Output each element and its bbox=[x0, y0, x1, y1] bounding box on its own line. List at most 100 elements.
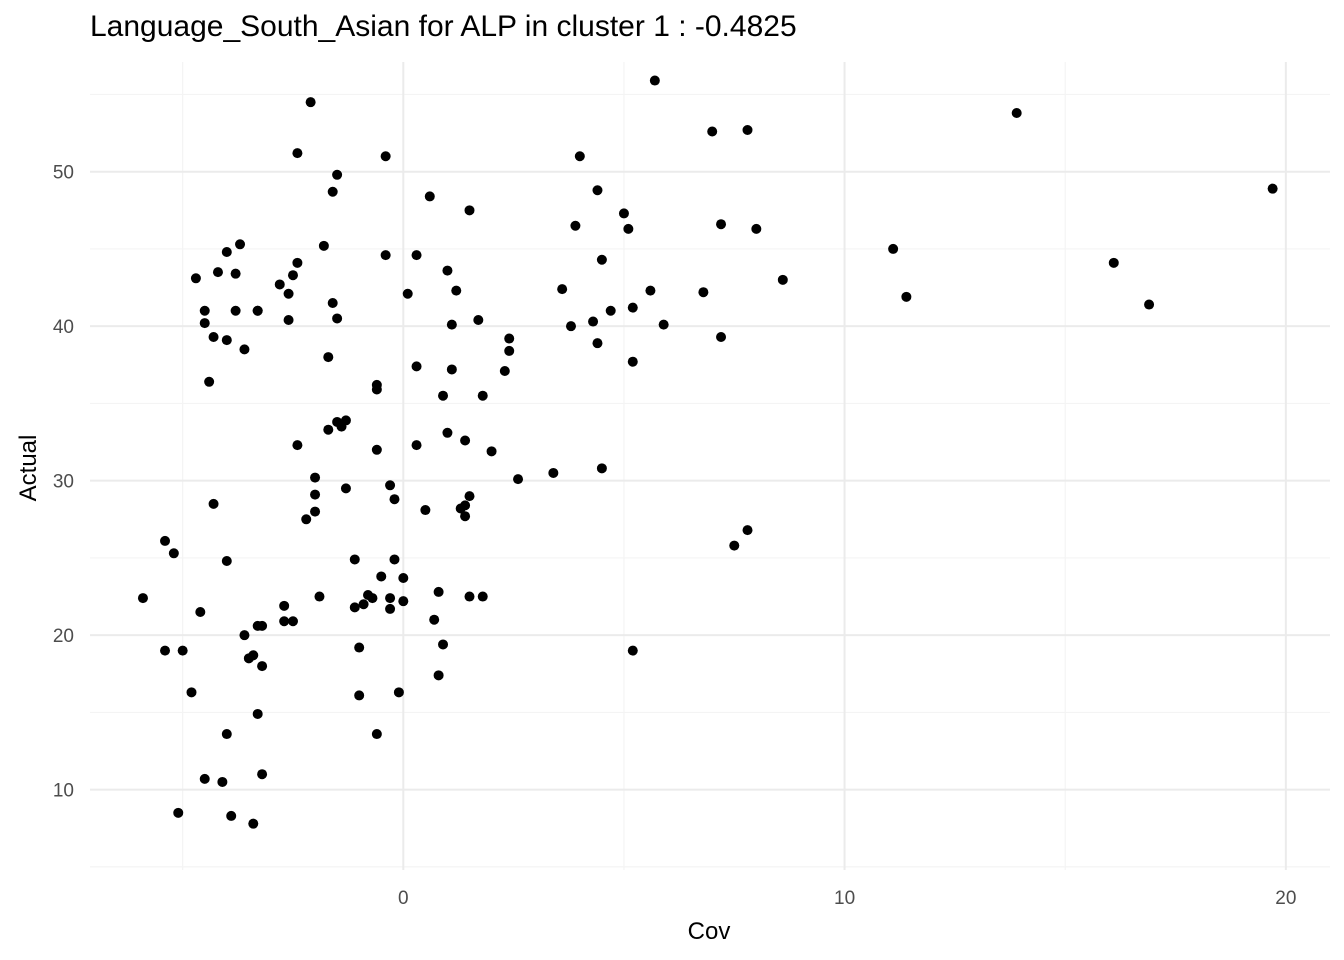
major-grid-x bbox=[402, 62, 1287, 870]
data-point bbox=[557, 284, 568, 295]
data-point bbox=[596, 463, 607, 474]
x-axis-title: Cov bbox=[688, 918, 731, 945]
data-point bbox=[777, 274, 788, 285]
x-tick-labels: 0 10 20 bbox=[398, 888, 1296, 909]
data-point bbox=[411, 361, 422, 372]
data-point bbox=[402, 288, 413, 299]
data-point bbox=[230, 268, 241, 279]
data-point bbox=[177, 645, 188, 656]
data-point bbox=[199, 318, 210, 329]
data-point bbox=[376, 571, 387, 582]
data-point bbox=[349, 554, 360, 565]
data-point bbox=[477, 390, 488, 401]
data-point bbox=[433, 586, 444, 597]
data-point bbox=[199, 773, 210, 784]
data-point bbox=[605, 305, 616, 316]
data-point bbox=[385, 480, 396, 491]
data-point bbox=[287, 270, 298, 281]
data-point bbox=[292, 148, 303, 159]
data-point bbox=[173, 807, 184, 818]
y-tick-label: 50 bbox=[53, 163, 74, 184]
major-grid-y bbox=[90, 170, 1330, 791]
minor-grid-y bbox=[90, 93, 1330, 868]
data-point bbox=[1144, 299, 1155, 310]
data-point bbox=[504, 345, 515, 356]
data-point bbox=[442, 427, 453, 438]
data-point bbox=[618, 208, 629, 219]
data-point bbox=[380, 250, 391, 261]
data-point bbox=[327, 186, 338, 197]
data-point bbox=[389, 554, 400, 565]
data-point bbox=[570, 220, 581, 231]
data-point bbox=[252, 620, 263, 631]
data-point bbox=[707, 126, 718, 137]
data-point bbox=[623, 223, 634, 234]
data-point bbox=[305, 97, 316, 108]
data-point bbox=[257, 661, 268, 672]
data-point bbox=[442, 265, 453, 276]
data-point bbox=[438, 639, 449, 650]
data-point bbox=[627, 645, 638, 656]
data-point bbox=[398, 573, 409, 584]
data-point bbox=[464, 491, 475, 502]
data-point bbox=[451, 285, 462, 296]
data-point bbox=[323, 424, 334, 435]
data-point bbox=[588, 316, 599, 327]
data-point bbox=[340, 415, 351, 426]
data-point bbox=[499, 365, 510, 376]
data-point bbox=[371, 729, 382, 740]
data-point bbox=[1011, 107, 1022, 118]
data-point bbox=[332, 313, 343, 324]
data-point bbox=[168, 548, 179, 559]
data-point bbox=[716, 219, 727, 230]
data-point bbox=[592, 338, 603, 349]
data-point bbox=[389, 494, 400, 505]
y-tick-label: 40 bbox=[53, 317, 74, 338]
data-point bbox=[901, 291, 912, 302]
chart-title: Language_South_Asian for ALP in cluster … bbox=[90, 10, 797, 43]
data-point bbox=[287, 616, 298, 627]
y-tick-label: 20 bbox=[53, 626, 74, 647]
data-point bbox=[217, 776, 228, 787]
data-point bbox=[252, 305, 263, 316]
data-point bbox=[592, 185, 603, 196]
data-point bbox=[292, 257, 303, 268]
data-point bbox=[310, 489, 321, 500]
data-point bbox=[548, 467, 559, 478]
data-point bbox=[1267, 183, 1278, 194]
data-point bbox=[486, 446, 497, 457]
data-point bbox=[367, 593, 378, 604]
data-point bbox=[371, 444, 382, 455]
data-point bbox=[221, 335, 232, 346]
data-point bbox=[239, 630, 250, 641]
data-point bbox=[349, 602, 360, 613]
data-point bbox=[742, 124, 753, 135]
data-point bbox=[751, 223, 762, 234]
data-point bbox=[340, 483, 351, 494]
data-point bbox=[433, 670, 444, 681]
data-point bbox=[248, 650, 259, 661]
data-point bbox=[248, 818, 259, 829]
data-point bbox=[195, 606, 206, 617]
data-point bbox=[226, 810, 237, 821]
data-point bbox=[221, 729, 232, 740]
data-point bbox=[698, 287, 709, 298]
data-point bbox=[446, 319, 457, 330]
data-point bbox=[279, 600, 290, 611]
data-point bbox=[446, 364, 457, 375]
data-point bbox=[888, 243, 899, 254]
data-point bbox=[645, 285, 656, 296]
data-point bbox=[385, 593, 396, 604]
data-point bbox=[504, 333, 515, 344]
data-point bbox=[627, 356, 638, 367]
data-point bbox=[235, 239, 246, 250]
data-point bbox=[627, 302, 638, 313]
data-point bbox=[208, 331, 219, 342]
data-point bbox=[327, 298, 338, 309]
data-point bbox=[460, 435, 471, 446]
data-point bbox=[574, 151, 585, 162]
data-point bbox=[354, 642, 365, 653]
data-point bbox=[729, 540, 740, 551]
x-tick-label: 20 bbox=[1275, 888, 1296, 909]
